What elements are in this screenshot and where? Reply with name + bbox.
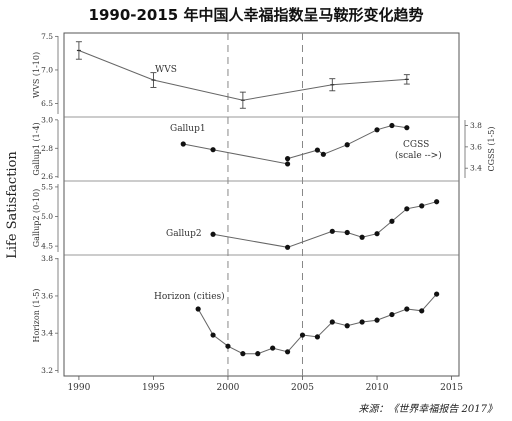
data-point — [404, 306, 410, 312]
plot-area: 1990 1995 2000 2005 2010 2015 6.5 7.0 7.5 WVS (1-… — [32, 32, 496, 393]
series-line — [197, 293, 437, 355]
series-label: CGSS (scale -->) — [395, 140, 442, 161]
series-line — [213, 201, 437, 248]
data-point — [434, 199, 440, 205]
data-point — [210, 147, 216, 153]
data-point — [240, 351, 246, 357]
series-label: Horizon (cities) — [154, 291, 225, 302]
right-y-tick-label: 3.4 — [470, 164, 482, 173]
y-axis-label: Life Satisfaction — [5, 151, 20, 259]
data-point — [359, 234, 365, 240]
data-point — [344, 142, 350, 148]
source-note: 来源：《世界幸福报告 2017》 — [358, 403, 497, 415]
data-point — [270, 345, 276, 351]
right-y-tick-label: 3.8 — [470, 121, 482, 130]
data-point — [389, 218, 395, 224]
data-point — [320, 151, 326, 157]
data-point — [255, 351, 261, 357]
x-tick-label: 2015 — [440, 383, 463, 393]
data-point — [284, 244, 291, 250]
chart-title: 1990-2015 年中国人幸福指数呈马鞍形变化趋势 — [89, 6, 424, 24]
x-tick-label: 2010 — [366, 383, 389, 393]
y-tick-label: 5.0 — [41, 212, 53, 221]
data-point — [419, 308, 425, 314]
series-cgss: CGSS (scale -->) — [284, 122, 442, 162]
x-tick-label: 2000 — [217, 383, 240, 393]
y-tick-label: 3.0 — [41, 115, 53, 124]
data-point — [195, 306, 201, 312]
right-y-tick-label: 3.6 — [470, 142, 482, 151]
series-label: WVS — [155, 65, 177, 75]
panel-y-label: Gallup1 (1-4) — [32, 122, 41, 175]
panel-y-label: Horizon (1-5) — [32, 288, 41, 342]
x-tick-label: 2005 — [291, 383, 314, 393]
data-point — [344, 323, 350, 329]
data-point — [314, 147, 320, 153]
data-point — [404, 125, 410, 131]
panel-y-label: Gallup2 (0-10) — [32, 189, 41, 247]
data-point — [284, 161, 291, 167]
panel-horizon-cities: 3.2 3.4 3.6 3.8 Horizon (1-5) Horizon (cities… — [32, 254, 440, 375]
data-point — [434, 291, 440, 297]
y-tick-label: 7.0 — [41, 65, 53, 74]
y-tick-label: 6.5 — [41, 99, 53, 108]
series-label: Gallup1 — [170, 124, 206, 134]
data-point — [389, 311, 395, 318]
series-label: Gallup2 — [166, 229, 202, 239]
data-point — [210, 231, 216, 237]
data-point — [374, 317, 380, 323]
series-line — [183, 143, 288, 165]
data-point — [329, 228, 335, 234]
series-line — [287, 124, 407, 160]
right-y-label: CGSS (1-5) — [487, 127, 496, 172]
data-point — [359, 319, 365, 325]
data-point — [225, 343, 231, 349]
y-tick-label: 3.4 — [41, 329, 53, 338]
y-tick-label: 3.6 — [41, 291, 53, 300]
data-point — [284, 349, 291, 355]
y-tick-label: 3.2 — [41, 366, 53, 375]
data-point — [180, 141, 186, 147]
series-gallup2: Gallup2 — [166, 199, 440, 250]
series-wvs: WVS — [75, 41, 410, 109]
data-point — [344, 229, 350, 236]
data-point — [284, 156, 291, 162]
y-tick-label: 3.8 — [41, 254, 53, 263]
data-point — [404, 206, 410, 212]
data-point — [314, 334, 320, 340]
data-point — [419, 203, 425, 209]
series-horizon-cities: Horizon (cities) — [154, 291, 440, 357]
x-tick-label: 1995 — [142, 383, 165, 393]
data-point — [329, 319, 335, 325]
data-point — [374, 231, 380, 237]
y-tick-label: 4.5 — [41, 242, 53, 251]
y-tick-label: 7.5 — [41, 32, 53, 41]
series-gallup1: Gallup1 — [170, 124, 291, 167]
y-tick-label: 2.6 — [41, 172, 53, 181]
data-point — [210, 332, 216, 338]
plot-frame — [63, 32, 460, 377]
panel-y-label: WVS (1-10) — [32, 52, 41, 98]
y-tick-label: 2.8 — [41, 144, 53, 153]
y-tick-label: 5.5 — [41, 182, 53, 191]
data-point — [299, 332, 306, 338]
data-point — [389, 122, 395, 129]
x-tick-label: 1990 — [67, 383, 90, 393]
data-point — [374, 127, 380, 133]
panel-wvs: 6.5 7.0 7.5 WVS (1-10) WVS — [32, 32, 410, 114]
